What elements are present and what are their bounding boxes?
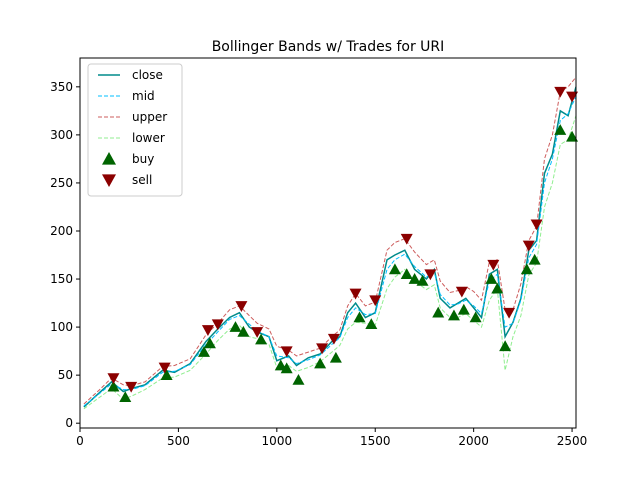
legend-mid-label: mid [132, 89, 155, 103]
sell-marker [487, 259, 500, 271]
y-tick-label: 0 [65, 416, 73, 430]
legend-upper-label: upper [132, 110, 167, 124]
buy-marker [229, 321, 242, 332]
sell-marker [235, 301, 248, 312]
series-close-line [83, 86, 576, 408]
x-tick-label: 2500 [557, 434, 588, 448]
buy-marker [329, 351, 342, 363]
sell-marker [424, 269, 437, 281]
buy-marker [554, 124, 567, 135]
sell-marker [369, 295, 382, 307]
y-axis: 0 50 100 150 200 250 300 350 [50, 80, 80, 430]
legend-sell-label: sell [132, 173, 152, 187]
y-tick-label: 250 [50, 176, 73, 190]
buy-marker [119, 391, 132, 403]
legend-sell-swatch [102, 174, 116, 187]
buy-marker [485, 273, 498, 284]
sell-marker [107, 373, 120, 385]
buy-marker [491, 282, 504, 294]
x-tick-label: 0 [76, 434, 84, 448]
buy-marker [198, 346, 210, 357]
buy-marker [499, 340, 512, 352]
sell-marker [400, 233, 413, 245]
sell-marker [503, 307, 516, 319]
y-tick-label: 200 [50, 224, 73, 238]
x-tick-label: 2000 [458, 434, 489, 448]
legend-lower-label: lower [132, 131, 165, 145]
buy-marker [274, 359, 287, 371]
sell-marker [522, 240, 535, 252]
sell-marker [349, 288, 362, 300]
legend-close-label: close [132, 68, 163, 82]
buy-marker [353, 311, 366, 323]
chart-title: Bollinger Bands w/ Trades for URI [212, 39, 445, 55]
sell-marker [211, 319, 224, 331]
y-tick-label: 150 [50, 272, 73, 286]
buy-marker [255, 333, 268, 345]
sell-marker [530, 219, 543, 231]
sell-marker [316, 343, 329, 355]
buy-marker [457, 303, 470, 315]
legend-buy-swatch [102, 152, 116, 165]
sell-marker [554, 86, 567, 98]
sell-marker [158, 362, 171, 374]
y-tick-label: 50 [58, 368, 73, 382]
y-tick-label: 350 [50, 80, 73, 94]
buy-marker [237, 325, 250, 337]
buy-marker [400, 268, 413, 280]
sell-marker [455, 286, 468, 298]
legend-buy-label: buy [132, 152, 154, 166]
series-lower-line [83, 115, 576, 410]
buy-marker [432, 306, 445, 318]
buy-marker [447, 309, 460, 321]
legend: close mid upper lower buy sell [87, 63, 183, 197]
buy-marker [408, 273, 421, 284]
buy-marker [566, 130, 579, 142]
sell-marker [251, 327, 264, 338]
y-tick-label: 300 [50, 128, 73, 142]
buy-marker [365, 318, 378, 330]
sell-marker [280, 346, 293, 358]
x-axis: 0 500 1000 1500 2000 2500 [76, 428, 587, 448]
buy-marker [160, 369, 173, 380]
buy-marker [280, 362, 293, 374]
buy-marker [292, 373, 305, 385]
sell-marker [566, 91, 579, 103]
sell-marker [125, 381, 138, 393]
buy-marker [203, 337, 216, 349]
buy-marker [469, 311, 482, 323]
plot-frame [79, 57, 577, 429]
buy-marker [388, 263, 401, 275]
x-tick-label: 500 [167, 434, 190, 448]
buy-marker [107, 380, 120, 392]
y-tick-label: 100 [50, 320, 73, 334]
buy-marker [528, 253, 541, 265]
series-mid-line [83, 96, 576, 407]
buy-marker [520, 263, 533, 275]
x-tick-label: 1500 [360, 434, 391, 448]
sell-marker [201, 325, 214, 336]
buy-marker [416, 274, 429, 286]
marker-layer [107, 86, 579, 403]
sell-marker [327, 333, 340, 345]
buy-marker [314, 357, 327, 369]
x-tick-label: 1000 [262, 434, 293, 448]
